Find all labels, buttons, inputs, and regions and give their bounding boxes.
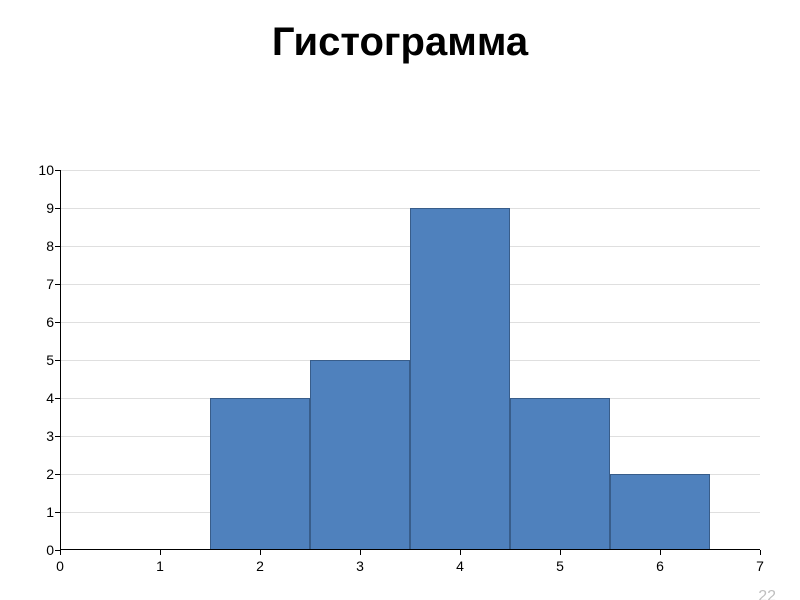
x-tick-mark (760, 550, 761, 555)
page-number: 22 (758, 588, 776, 600)
y-axis (60, 170, 61, 550)
x-tick-mark (60, 550, 61, 555)
histogram-bar (410, 208, 510, 550)
chart-title: Гистограмма (0, 20, 800, 65)
histogram-bar (210, 398, 310, 550)
histogram-bar (310, 360, 410, 550)
x-axis (60, 549, 760, 550)
histogram-bar (510, 398, 610, 550)
x-tick-mark (160, 550, 161, 555)
x-tick-mark (360, 550, 361, 555)
x-tick-mark (260, 550, 261, 555)
plot-area: 01234567891001234567 (60, 170, 760, 550)
gridline (60, 170, 760, 171)
x-tick-mark (560, 550, 561, 555)
histogram-bar (610, 474, 710, 550)
x-tick-mark (460, 550, 461, 555)
x-tick-mark (660, 550, 661, 555)
